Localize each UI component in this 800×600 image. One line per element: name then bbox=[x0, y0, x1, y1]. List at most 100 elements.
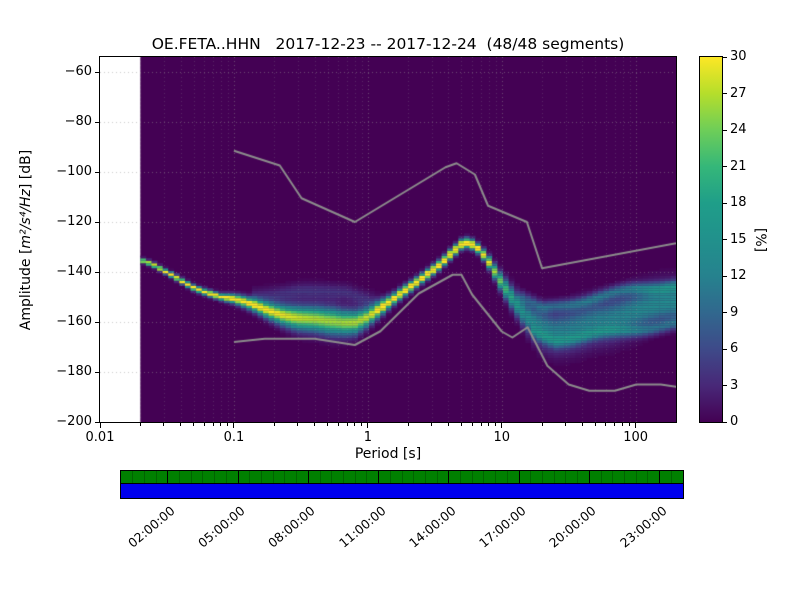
y-tick bbox=[95, 121, 100, 123]
timebar-segment-line bbox=[647, 471, 649, 483]
timebar-tick bbox=[448, 471, 450, 483]
x-minor-tick bbox=[480, 423, 482, 426]
x-minor-tick bbox=[346, 423, 348, 426]
timebar-segment-line bbox=[495, 471, 497, 483]
timebar-segment-line bbox=[214, 471, 216, 483]
timebar-segment-line bbox=[249, 471, 251, 483]
x-minor-tick bbox=[180, 423, 182, 426]
colorbar-tick-label: 15 bbox=[730, 231, 747, 247]
timebar-segment-line bbox=[401, 471, 403, 483]
x-minor-tick bbox=[163, 423, 165, 426]
timebar-segment-line bbox=[389, 471, 391, 483]
x-minor-tick bbox=[354, 423, 356, 426]
x-minor-tick bbox=[447, 423, 449, 426]
x-minor-tick bbox=[297, 423, 299, 426]
x-minor-tick bbox=[629, 423, 631, 426]
x-minor-tick bbox=[488, 423, 490, 426]
colorbar-tick-label: 3 bbox=[730, 377, 739, 393]
x-tick bbox=[99, 423, 101, 428]
colorbar-tick-label: 21 bbox=[730, 158, 747, 174]
timebar-segment-line bbox=[190, 471, 192, 483]
x-axis-label: Period [s] bbox=[354, 446, 422, 462]
time-label: 05:00:00 bbox=[195, 503, 248, 551]
y-axis-label: Amplitude [m²/s⁴/Hz] [dB] bbox=[18, 150, 34, 330]
colorbar-tick bbox=[723, 56, 727, 58]
timebar-segment-line bbox=[179, 471, 181, 483]
x-minor-tick bbox=[581, 423, 583, 426]
y-tick-label: −80 bbox=[64, 114, 92, 129]
time-label: 23:00:00 bbox=[616, 503, 670, 551]
y-tick-label: −180 bbox=[56, 364, 92, 379]
timebar-segment-line bbox=[202, 471, 204, 483]
x-tick-label: 0.1 bbox=[223, 430, 245, 445]
x-minor-tick bbox=[460, 423, 462, 426]
y-tick bbox=[95, 321, 100, 323]
colorbar-tick bbox=[723, 239, 727, 240]
timebar-segment-line bbox=[155, 471, 157, 483]
timebar-segment-line bbox=[577, 471, 579, 483]
colorbar-tick bbox=[723, 202, 727, 204]
time-label: 02:00:00 bbox=[124, 503, 178, 551]
timebar-segment-line bbox=[354, 471, 356, 483]
x-tick-label: 0.01 bbox=[85, 430, 115, 445]
colorbar-tick bbox=[723, 312, 727, 313]
timebar-segment-line bbox=[319, 471, 321, 483]
x-minor-tick bbox=[139, 423, 141, 426]
time-label: 14:00:00 bbox=[405, 503, 459, 551]
x-minor-tick bbox=[220, 423, 222, 426]
x-minor-tick bbox=[594, 423, 596, 426]
x-minor-tick bbox=[407, 423, 409, 426]
y-tick-label: −100 bbox=[56, 164, 92, 179]
x-minor-tick bbox=[203, 423, 205, 426]
x-minor-tick bbox=[337, 423, 339, 426]
timebar-segment-line bbox=[623, 471, 625, 483]
timebar-segment-line bbox=[132, 471, 134, 483]
timebar-tick bbox=[237, 471, 239, 483]
colorbar-label: [%] bbox=[752, 227, 768, 253]
timebar-segment-line bbox=[670, 471, 672, 483]
x-tick-label: 1 bbox=[363, 430, 372, 445]
y-tick-label: −200 bbox=[56, 414, 92, 429]
timebar-segment-line bbox=[436, 471, 438, 483]
timebar-segment-line bbox=[272, 471, 274, 483]
colorbar-tick-label: 27 bbox=[730, 85, 747, 101]
x-tick-label: 100 bbox=[623, 430, 649, 445]
timebar-segment-line bbox=[342, 471, 344, 483]
x-minor-tick bbox=[361, 423, 363, 426]
y-tick bbox=[95, 71, 100, 73]
y-tick bbox=[95, 421, 100, 423]
colorbar-tick bbox=[723, 166, 727, 167]
x-minor-tick bbox=[273, 423, 275, 426]
coverage-green-bar bbox=[121, 471, 683, 484]
time-label: 11:00:00 bbox=[335, 503, 389, 551]
timebar-segment-line bbox=[635, 471, 637, 483]
x-minor-tick bbox=[541, 423, 543, 426]
y-tick bbox=[95, 371, 100, 373]
colorbar-tick-label: 6 bbox=[730, 341, 739, 356]
timebar-segment-line bbox=[460, 471, 462, 483]
timebar-segment-line bbox=[143, 471, 145, 483]
colorbar-tick-label: 30 bbox=[730, 49, 747, 64]
colorbar-tick bbox=[723, 421, 727, 423]
timebar-segment-line bbox=[261, 471, 262, 483]
colorbar-tick bbox=[723, 275, 727, 277]
y-tick-label: −120 bbox=[56, 214, 92, 229]
x-minor-tick bbox=[622, 423, 624, 426]
timebar-segment-line bbox=[366, 471, 368, 483]
y-axis-label-pre: Amplitude [ bbox=[18, 248, 34, 331]
chart-title: OE.FETA..HHN 2017-12-23 -- 2017-12-24 (4… bbox=[151, 35, 625, 53]
colorbar-gradient bbox=[700, 57, 722, 422]
timebar-segment-line bbox=[413, 471, 415, 483]
x-tick bbox=[233, 423, 235, 428]
timebar-segment-line bbox=[225, 471, 227, 483]
timebar-segment-line bbox=[600, 471, 602, 483]
timebar-tick bbox=[588, 471, 590, 483]
x-minor-tick bbox=[327, 423, 329, 426]
timebar-segment-line bbox=[296, 471, 298, 483]
x-tick bbox=[501, 423, 503, 428]
timebar-tick bbox=[378, 471, 380, 483]
x-minor-tick bbox=[605, 423, 607, 426]
time-label: 08:00:00 bbox=[265, 503, 318, 551]
y-tick-label: −140 bbox=[56, 264, 92, 279]
